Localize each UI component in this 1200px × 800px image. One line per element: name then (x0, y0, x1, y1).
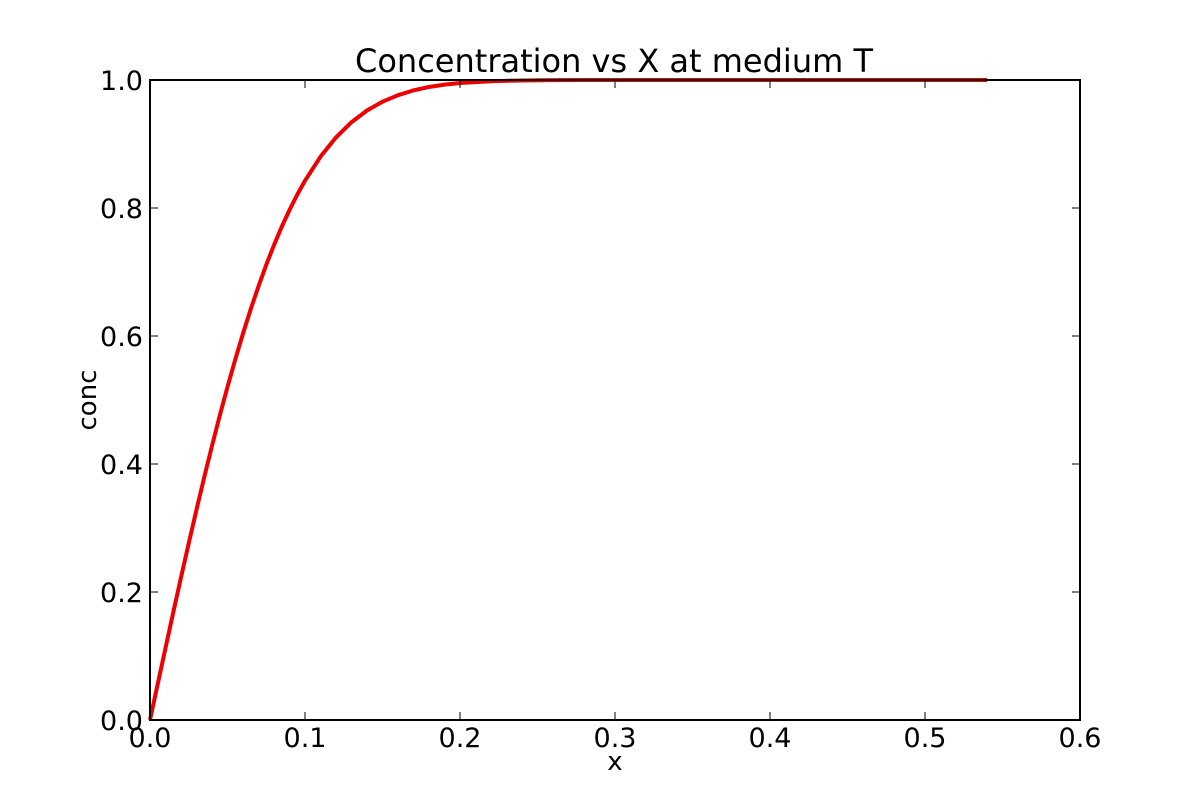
x-axis-label: x (607, 747, 622, 777)
chart-title: Concentration vs X at medium T (355, 42, 873, 80)
y-tick-label-3: 0.6 (100, 322, 143, 353)
y-tick-label-5: 1.0 (100, 66, 143, 97)
y-tick-label-4: 0.8 (100, 194, 143, 225)
y-tick-label-2: 0.4 (100, 450, 143, 481)
x-tick-label-6: 0.6 (1059, 723, 1102, 754)
y-tick-label-0: 0.0 (100, 706, 143, 737)
x-tick-label-4: 0.4 (749, 723, 792, 754)
y-axis-label: conc (73, 370, 103, 431)
plot-area (150, 80, 1080, 720)
x-tick-label-1: 0.1 (284, 723, 327, 754)
tick-layer: 0.0 0.1 0.2 0.3 0.4 0.5 0.6 0.0 0.2 0.4 0.6 0.8 1.0 (100, 66, 1101, 754)
x-tick-label-0: 0.0 (129, 723, 172, 754)
y-tick-label-1: 0.2 (100, 578, 143, 609)
x-tick-label-3: 0.3 (594, 723, 637, 754)
x-tick-label-2: 0.2 (439, 723, 482, 754)
x-tick-label-5: 0.5 (904, 723, 947, 754)
